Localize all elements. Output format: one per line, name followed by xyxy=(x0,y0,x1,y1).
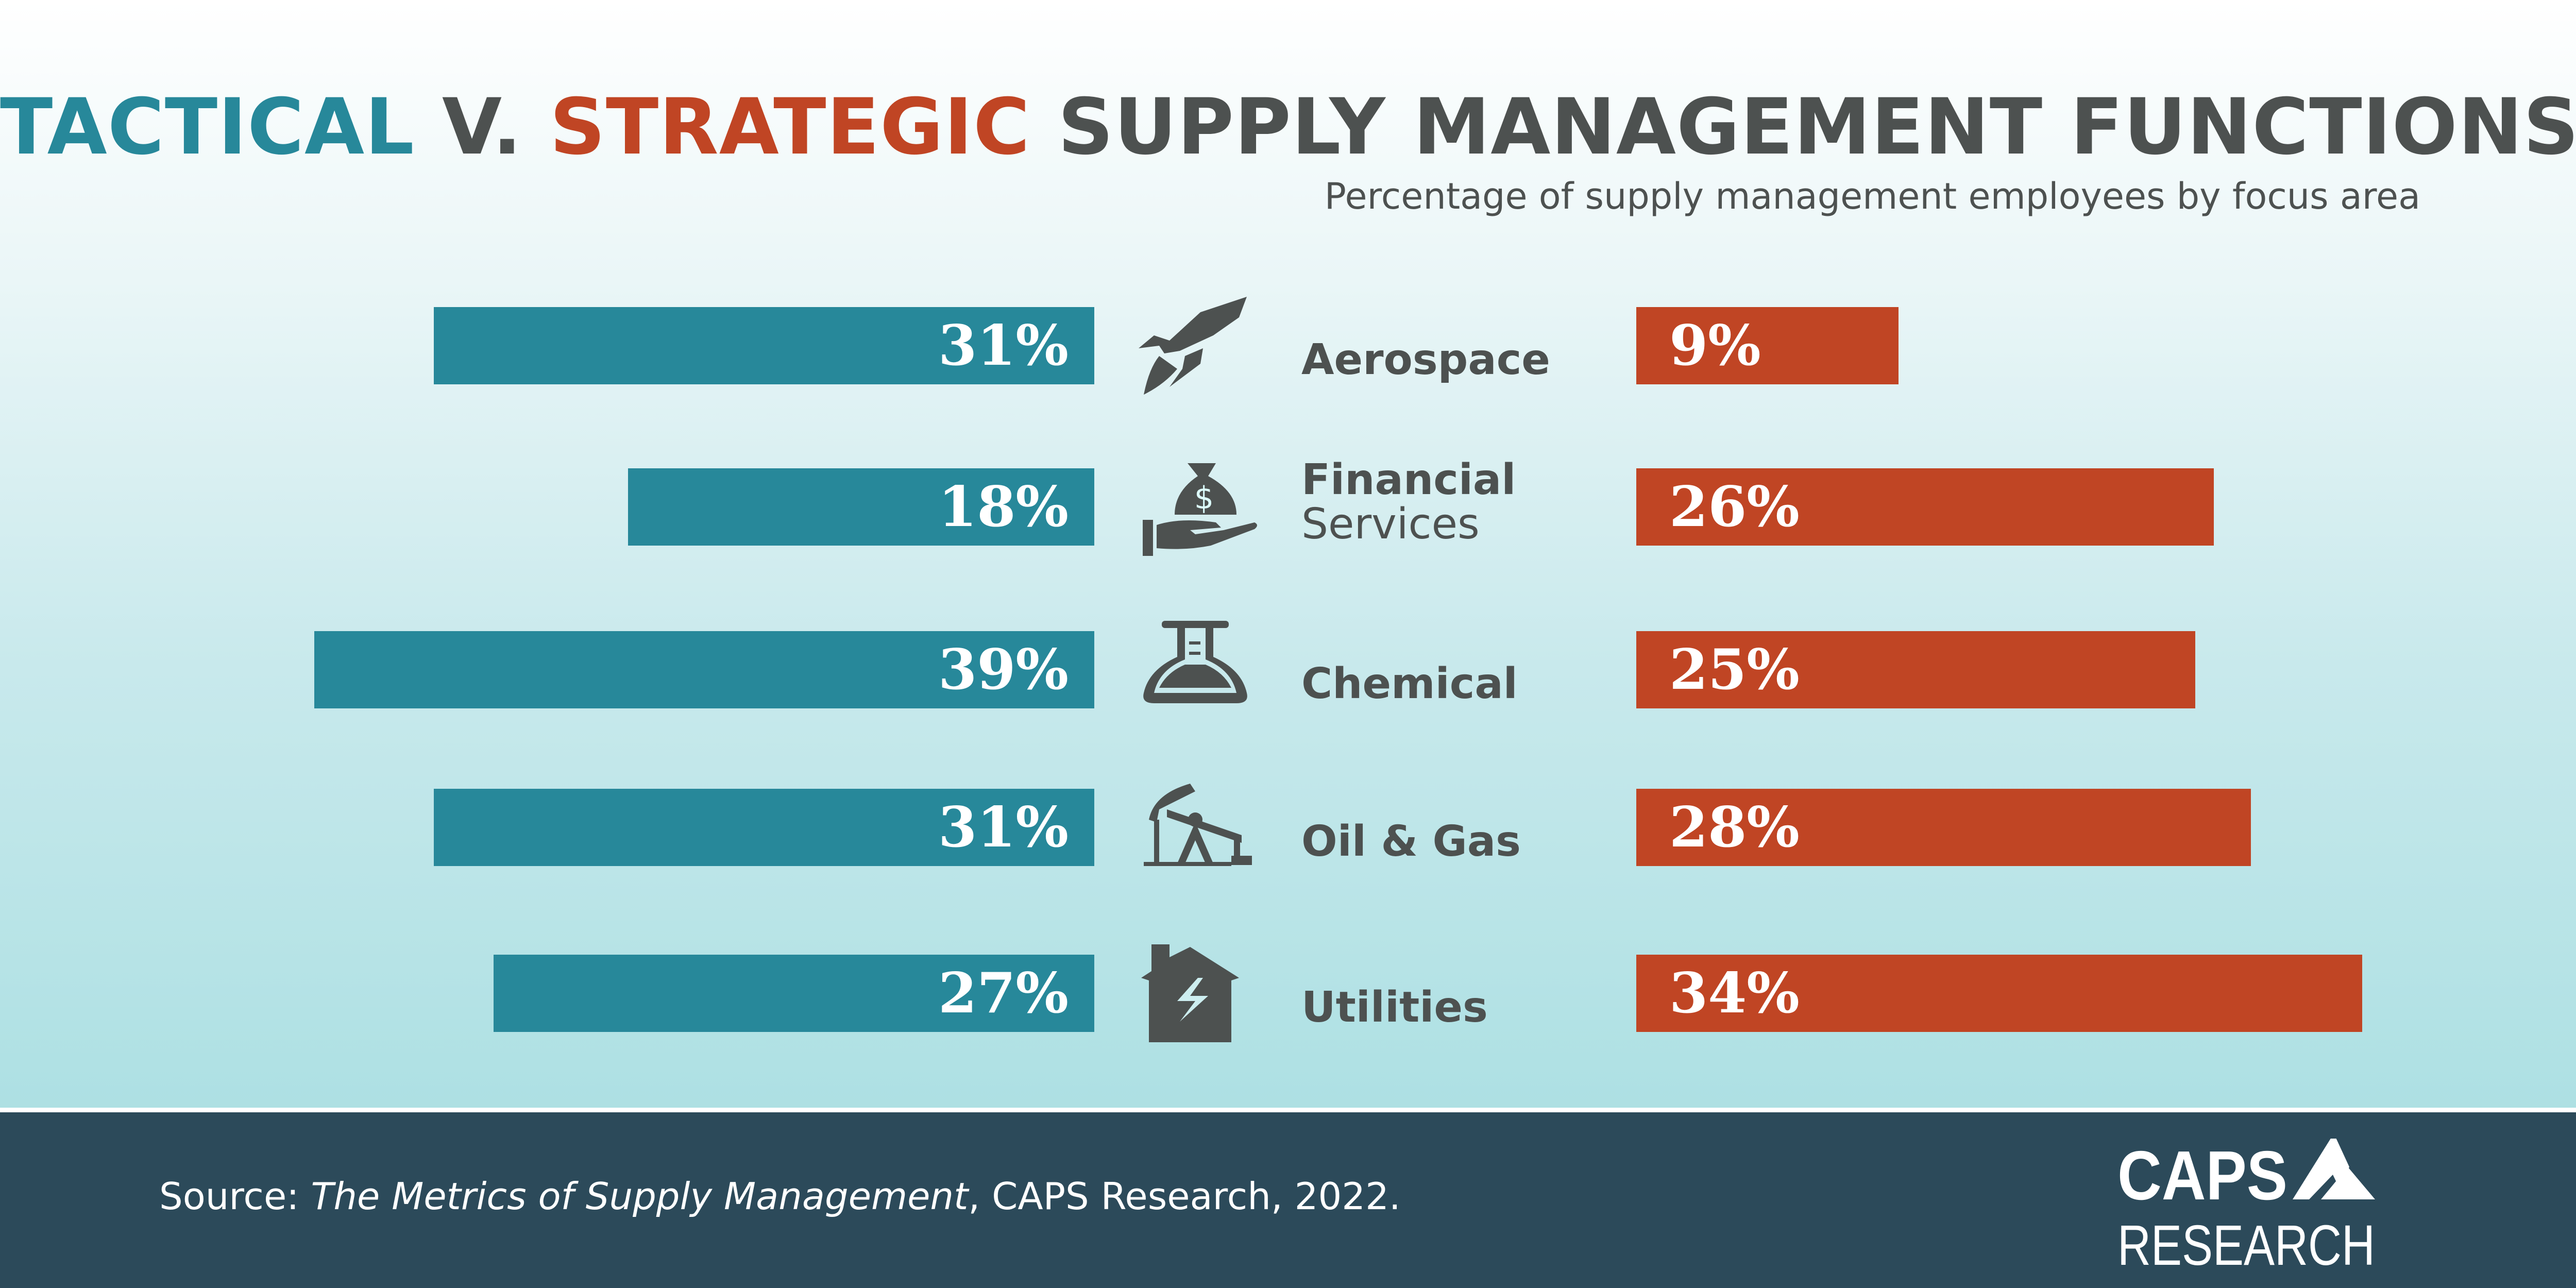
category-name-line2: Services xyxy=(1301,500,1480,549)
source-note: Source: The Metrics of Supply Management… xyxy=(159,1175,1401,1218)
bar-tactical-2: 39% xyxy=(314,631,1094,708)
data-label-strategic: 28% xyxy=(1669,795,1800,860)
bar-tactical-4: 27% xyxy=(494,955,1094,1032)
bar-strategic-1: 26% xyxy=(1636,468,2214,546)
data-label-strategic: 34% xyxy=(1669,961,1800,1026)
oil-pump-icon xyxy=(1144,784,1252,866)
source-suffix: , CAPS Research, 2022. xyxy=(968,1175,1401,1218)
source-title: The Metrics of Supply Management xyxy=(311,1175,969,1218)
title-rest: SUPPLY MANAGEMENT FUNCTIONS xyxy=(1030,82,2576,172)
source-prefix: Source: xyxy=(159,1175,311,1218)
data-label-tactical: 31% xyxy=(938,795,1069,860)
svg-text:CAPS: CAPS xyxy=(2117,1139,2287,1214)
category-name: Utilities xyxy=(1301,983,1488,1032)
svg-text:$: $ xyxy=(1194,480,1214,516)
data-label-tactical: 18% xyxy=(938,474,1069,539)
bar-strategic-4: 34% xyxy=(1636,955,2362,1032)
bar-tactical-1: 18% xyxy=(628,468,1094,546)
bar-strategic-2: 25% xyxy=(1636,631,2195,708)
data-label-strategic: 26% xyxy=(1669,474,1800,539)
bar-tactical-3: 31% xyxy=(434,789,1094,866)
data-label-strategic: 25% xyxy=(1669,637,1800,702)
rocket-icon xyxy=(1139,297,1247,395)
page-title: TACTICAL V. STRATEGIC SUPPLY MANAGEMENT … xyxy=(0,82,2576,172)
bar-strategic-3: 28% xyxy=(1636,789,2251,866)
subtitle: Percentage of supply management employee… xyxy=(1324,175,2420,217)
category-name: Financial xyxy=(1301,455,1516,504)
bar-tactical-0: 31% xyxy=(434,307,1094,384)
flask-icon xyxy=(1143,621,1247,703)
background xyxy=(0,0,2576,1112)
category-name: Oil & Gas xyxy=(1301,817,1521,866)
category-name: Aerospace xyxy=(1301,335,1550,384)
house-lightning-icon xyxy=(1141,944,1239,1042)
caps-research-logo: CAPS RESEARCH xyxy=(2117,1139,2375,1267)
category-label: Aerospace xyxy=(1301,338,1550,382)
category-name: Chemical xyxy=(1301,659,1518,708)
footer xyxy=(0,1112,2576,1288)
title-v: V. xyxy=(414,82,550,172)
category-label: Oil & Gas xyxy=(1301,820,1521,864)
title-strategic: STRATEGIC xyxy=(549,82,1031,172)
money-bag-hand-icon: $ xyxy=(1143,463,1257,556)
data-label-tactical: 31% xyxy=(938,313,1069,378)
data-label-strategic: 9% xyxy=(1669,313,1761,378)
footer-divider xyxy=(0,1108,2576,1112)
data-label-tactical: 39% xyxy=(938,637,1069,702)
data-label-tactical: 27% xyxy=(938,961,1069,1026)
category-label: Chemical xyxy=(1301,662,1518,706)
category-label: Utilities xyxy=(1301,986,1488,1030)
category-label: Financial Services xyxy=(1301,458,1516,547)
title-tactical: TACTICAL xyxy=(0,82,415,172)
bar-strategic-0: 9% xyxy=(1636,307,1899,384)
svg-text:RESEARCH: RESEARCH xyxy=(2117,1214,2375,1267)
